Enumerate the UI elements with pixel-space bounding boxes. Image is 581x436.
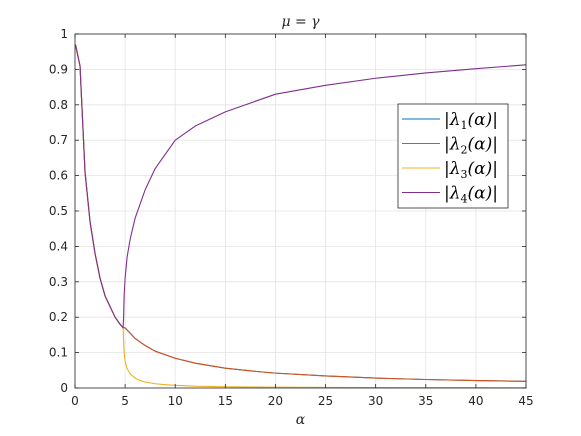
- legend-item-lambda-2: |λ2(α)|: [402, 135, 498, 157]
- y-tick-label: 0.8: [49, 98, 68, 112]
- x-tick-label: 45: [518, 394, 533, 408]
- legend-label-symbol: |λ: [444, 159, 461, 179]
- tick-marks: [74, 33, 527, 389]
- legend-label: |λ2(α)|: [444, 135, 498, 157]
- chart-title: μ = γ: [281, 14, 320, 30]
- legend-item-lambda-4: |λ4(α)|: [402, 184, 498, 206]
- legend: |λ1(α)||λ2(α)||λ3(α)||λ4(α)|: [397, 103, 509, 209]
- y-tick-label: 1: [60, 27, 68, 41]
- y-tick-label: 0.6: [49, 169, 68, 183]
- y-tick-label: 0: [60, 381, 68, 395]
- legend-label-subscript: 3: [461, 168, 468, 181]
- y-tick-labels: 0 0.1 0.2 0.3 0.4 0.5 0.6 0.7 0.8 0.9 1: [49, 27, 68, 395]
- y-tick-label: 0.9: [49, 62, 68, 76]
- x-tick-label: 30: [368, 394, 383, 408]
- legend-label: |λ3(α)|: [444, 159, 498, 181]
- legend-label-subscript: 4: [461, 193, 468, 206]
- x-tick-label: 40: [468, 394, 483, 408]
- x-axis-label: α: [296, 412, 306, 428]
- y-tick-label: 0.5: [49, 204, 68, 218]
- legend-label-subscript: 1: [461, 119, 468, 132]
- x-tick-labels: 0 5 10 15 20 25 30 35 40 45: [71, 394, 533, 408]
- legend-label-argument: (α)|: [468, 184, 498, 204]
- legend-label-argument: (α)|: [468, 110, 498, 130]
- x-tick-label: 20: [268, 394, 283, 408]
- legend-label-symbol: |λ: [444, 110, 461, 130]
- y-tick-label: 0.2: [49, 310, 68, 324]
- legend-label-symbol: |λ: [444, 184, 461, 204]
- x-tick-label: 10: [168, 394, 183, 408]
- x-tick-label: 0: [71, 394, 79, 408]
- x-tick-label: 35: [418, 394, 433, 408]
- y-tick-label: 0.1: [49, 346, 68, 360]
- legend-label-argument: (α)|: [468, 135, 498, 155]
- legend-items: |λ1(α)||λ2(α)||λ3(α)||λ4(α)|: [402, 110, 498, 206]
- legend-label: |λ4(α)|: [444, 184, 498, 206]
- x-tick-label: 25: [318, 394, 333, 408]
- legend-label-subscript: 2: [461, 144, 468, 157]
- legend-item-lambda-3: |λ3(α)|: [402, 159, 498, 181]
- legend-item-lambda-1: |λ1(α)|: [402, 110, 498, 132]
- legend-label-symbol: |λ: [444, 135, 461, 155]
- series-line-lambda-4: [74, 44, 527, 329]
- series-lines: [74, 44, 527, 389]
- y-tick-label: 0.4: [49, 239, 68, 253]
- x-tick-label: 15: [218, 394, 233, 408]
- plot-area: 0 5 10 15 20 25 30 35 40 45 0 0.1 0.2 0.3 0.4 0.5 0.6 0.…: [49, 27, 534, 408]
- y-tick-label: 0.7: [49, 133, 68, 147]
- y-tick-label: 0.3: [49, 275, 68, 289]
- legend-label: |λ1(α)|: [444, 110, 498, 132]
- legend-label-argument: (α)|: [468, 159, 498, 179]
- legend-box: [397, 103, 509, 209]
- x-tick-label: 5: [121, 394, 129, 408]
